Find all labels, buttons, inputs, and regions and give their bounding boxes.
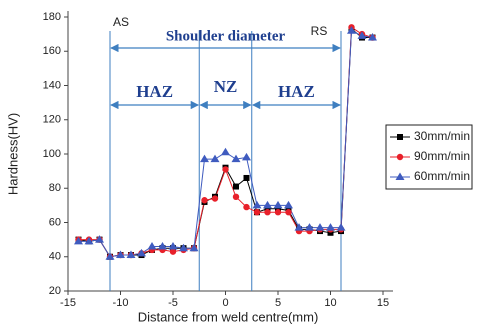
y-tick-label: 60 [49, 216, 61, 228]
legend-marker [397, 134, 403, 140]
annotation: HAZ [278, 82, 315, 101]
legend-marker [396, 153, 404, 161]
data-point [274, 209, 282, 216]
x-axis-label: Distance from weld centre(mm) [138, 309, 319, 324]
data-point [264, 209, 271, 216]
series-line [78, 26, 373, 258]
data-point [137, 248, 146, 257]
data-point [232, 193, 240, 201]
data-point [263, 200, 272, 209]
x-tick-label: -15 [60, 297, 76, 309]
data-point [357, 31, 367, 39]
x-tick-label: 0 [222, 297, 228, 309]
data-point [264, 205, 271, 212]
annotation: Shoulder diameter [166, 28, 286, 44]
y-tick-label: 40 [49, 251, 61, 263]
data-point [275, 205, 281, 212]
y-tick-label: 140 [43, 79, 61, 91]
data-point [243, 174, 250, 181]
x-tick-label: 5 [275, 297, 281, 309]
data-point [95, 235, 104, 243]
data-point [158, 241, 167, 250]
data-point [222, 166, 229, 173]
legend-label: 60mm/min [414, 169, 470, 183]
y-tick-label: 80 [49, 182, 61, 194]
x-tick-label: 10 [324, 297, 336, 309]
data-point [273, 200, 283, 209]
data-point [336, 223, 346, 231]
x-tick-label: 15 [377, 297, 389, 309]
series-line [78, 27, 373, 258]
data-point [252, 200, 262, 209]
legend-marker [395, 172, 405, 180]
data-point [84, 236, 94, 245]
data-point [116, 250, 125, 259]
data-point [294, 223, 304, 231]
data-point [126, 250, 136, 259]
data-point [368, 33, 377, 41]
data-point [169, 248, 177, 255]
data-point [221, 147, 230, 156]
data-point [231, 154, 241, 163]
data-point [168, 241, 178, 250]
data-point [315, 223, 325, 231]
y-axis-label: Hardness(HV) [5, 113, 20, 195]
x-tick-label: -10 [113, 297, 129, 309]
data-point [285, 209, 292, 216]
data-point [210, 154, 220, 163]
legend-label: 90mm/min [414, 149, 470, 163]
data-point [253, 209, 261, 216]
data-point [243, 203, 250, 211]
data-point [189, 243, 199, 252]
legend-label: 30mm/min [414, 129, 470, 143]
data-point [284, 200, 293, 209]
data-point [201, 197, 208, 204]
annotation: NZ [214, 77, 238, 96]
data-point [347, 26, 356, 34]
data-point [233, 183, 239, 190]
data-point [242, 152, 251, 161]
data-point [211, 195, 219, 202]
data-point [327, 229, 334, 236]
annotation: HAZ [136, 82, 173, 101]
annotation: RS [311, 24, 328, 38]
annotation: AS [113, 15, 129, 29]
data-point [326, 223, 335, 231]
y-tick-label: 20 [49, 285, 61, 297]
y-tick-label: 180 [43, 11, 61, 23]
data-point [147, 241, 157, 250]
data-point [179, 243, 188, 252]
x-tick-label: -5 [168, 297, 178, 309]
y-tick-label: 120 [43, 114, 61, 126]
data-point [200, 154, 209, 163]
data-point [74, 236, 83, 245]
series-line [78, 29, 373, 258]
data-point [105, 252, 115, 260]
data-point [305, 223, 314, 231]
y-tick-label: 100 [43, 148, 61, 160]
y-tick-label: 160 [43, 45, 61, 57]
